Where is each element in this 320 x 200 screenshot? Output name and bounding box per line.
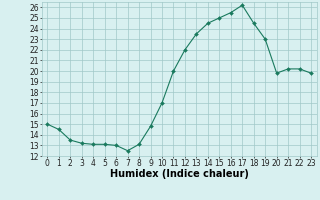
X-axis label: Humidex (Indice chaleur): Humidex (Indice chaleur) bbox=[110, 169, 249, 179]
